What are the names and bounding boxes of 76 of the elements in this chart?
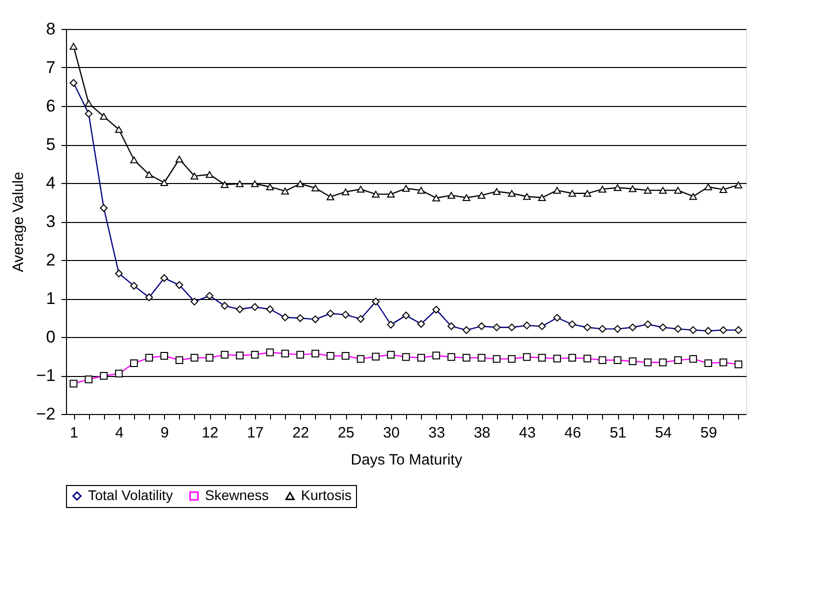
y-tick-label: 4 bbox=[46, 174, 56, 192]
point bbox=[553, 186, 561, 194]
point bbox=[251, 180, 259, 188]
point bbox=[130, 156, 138, 164]
x-tick-label: 51 bbox=[610, 424, 626, 442]
point bbox=[478, 192, 486, 199]
legend-label: Kurtosis bbox=[301, 487, 352, 503]
x-tick-label: 46 bbox=[564, 424, 582, 442]
point bbox=[356, 186, 365, 193]
point bbox=[326, 193, 334, 200]
point bbox=[659, 186, 667, 194]
y-tick-label: −1 bbox=[36, 366, 56, 385]
legend-label: Total Volatility bbox=[88, 487, 173, 503]
y-tick-label: 6 bbox=[46, 96, 56, 116]
point bbox=[220, 181, 229, 188]
point bbox=[734, 182, 742, 188]
x-tick-label: 33 bbox=[428, 424, 446, 442]
point bbox=[70, 42, 78, 50]
y-tick-label: 7 bbox=[46, 58, 56, 77]
point bbox=[342, 188, 350, 196]
x-tick-label: 25 bbox=[338, 424, 354, 442]
point bbox=[704, 183, 712, 190]
x-tick-label: 30 bbox=[383, 424, 400, 442]
point bbox=[84, 100, 93, 107]
y-tick-label: 3 bbox=[46, 212, 56, 231]
point bbox=[523, 193, 531, 200]
point bbox=[296, 180, 304, 188]
point bbox=[598, 186, 606, 193]
y-axis-title: Average Valule bbox=[10, 172, 28, 272]
x-tick-label: 1 bbox=[70, 424, 78, 442]
x-tick-label: 54 bbox=[655, 424, 672, 442]
point bbox=[281, 188, 289, 194]
y-tick-label: 2 bbox=[46, 250, 56, 270]
point bbox=[160, 179, 168, 186]
point bbox=[115, 126, 123, 133]
point bbox=[492, 188, 501, 195]
point bbox=[432, 194, 440, 202]
point bbox=[190, 172, 198, 180]
point bbox=[568, 190, 576, 197]
point bbox=[644, 186, 652, 194]
legend-label: Skewness bbox=[205, 487, 269, 503]
y-tick-label: −2 bbox=[36, 404, 56, 424]
x-tick-label: 12 bbox=[202, 424, 218, 442]
point bbox=[206, 171, 214, 178]
point bbox=[372, 190, 380, 198]
point bbox=[100, 112, 108, 120]
point bbox=[462, 194, 470, 202]
point bbox=[719, 186, 728, 193]
x-tick-label: 9 bbox=[160, 424, 169, 442]
point bbox=[674, 186, 682, 194]
point bbox=[689, 193, 697, 200]
x-tick-label: 4 bbox=[115, 424, 124, 442]
x-tick-label: 59 bbox=[700, 424, 718, 442]
point bbox=[447, 192, 456, 199]
point bbox=[583, 190, 592, 197]
x-tick-label: 17 bbox=[247, 424, 264, 442]
point bbox=[614, 184, 622, 192]
x-tick-label: 38 bbox=[474, 424, 490, 442]
x-axis-title: Days To Maturity bbox=[350, 452, 463, 468]
point bbox=[311, 184, 320, 192]
point bbox=[387, 190, 395, 198]
y-tick-label: 5 bbox=[46, 135, 56, 154]
point bbox=[417, 186, 425, 194]
x-tick-label: 22 bbox=[292, 424, 310, 442]
x-tick-label: 43 bbox=[519, 424, 536, 442]
point bbox=[266, 183, 274, 190]
y-tick-label: 8 bbox=[46, 20, 56, 38]
point bbox=[236, 180, 244, 188]
point bbox=[175, 156, 184, 163]
y-tick-label: 0 bbox=[46, 328, 56, 346]
point bbox=[538, 194, 546, 202]
point bbox=[508, 190, 516, 197]
point bbox=[628, 185, 637, 192]
point bbox=[402, 184, 410, 192]
y-tick-label: 1 bbox=[46, 289, 56, 308]
point bbox=[145, 171, 153, 178]
